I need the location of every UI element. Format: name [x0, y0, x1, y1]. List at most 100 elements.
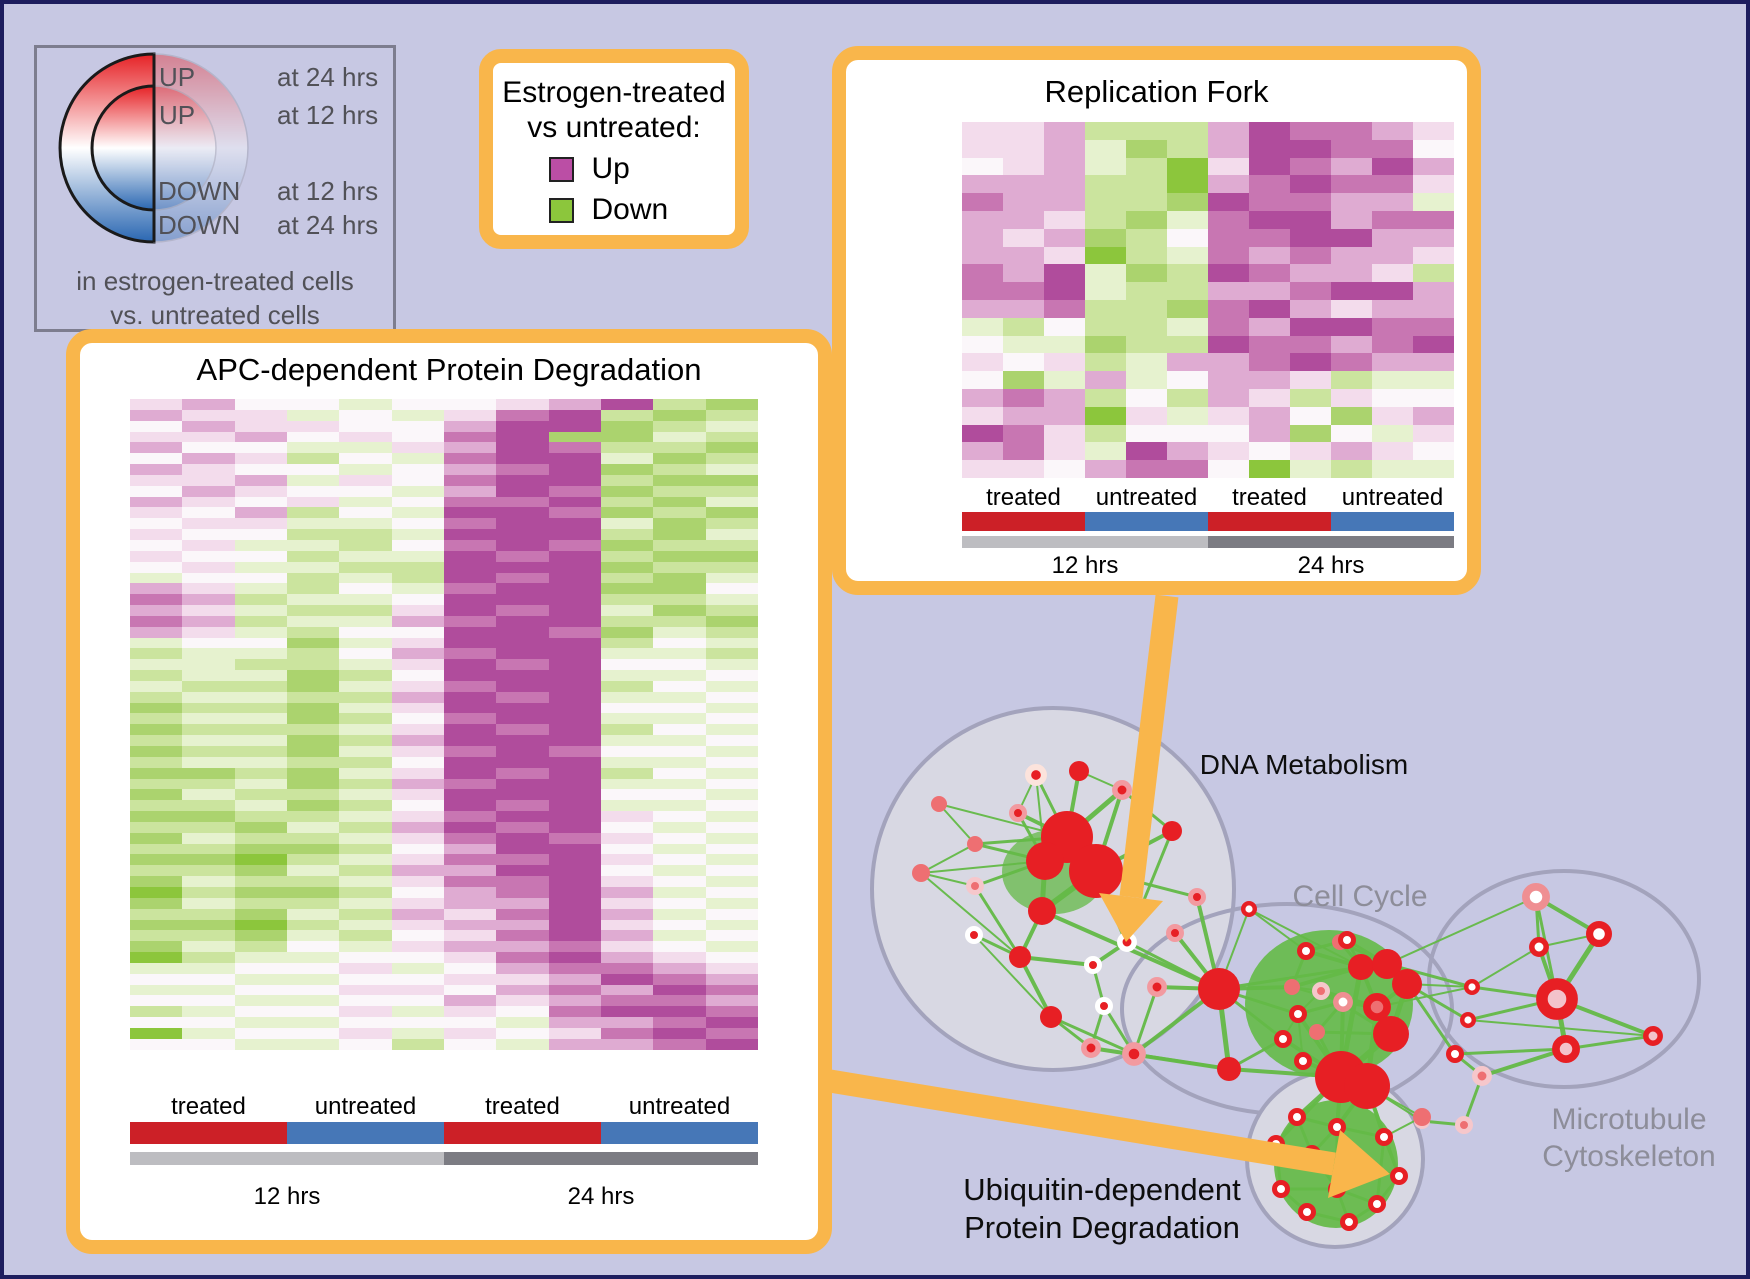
heatmap-cell — [496, 908, 549, 920]
heatmap-cell — [653, 995, 706, 1007]
heatmap-cell — [286, 908, 340, 920]
heatmap-cell — [1290, 317, 1331, 336]
heatmap-cell — [391, 550, 444, 562]
heatmap-cell — [443, 496, 497, 508]
heatmap-cell — [1126, 282, 1167, 300]
heatmap-cell — [1044, 317, 1085, 336]
network-edge — [1347, 1202, 1379, 1224]
heatmap-cell — [1249, 228, 1290, 247]
heatmap-cell — [1044, 282, 1085, 300]
heatmap-cell — [496, 995, 549, 1007]
heatmap-cell — [600, 518, 654, 530]
heatmap-cell — [653, 821, 706, 833]
heatmap-cell — [600, 865, 654, 877]
heatmap-cell — [443, 1017, 497, 1028]
heatmap-cell — [234, 778, 287, 790]
heatmap-cell — [1085, 442, 1126, 461]
condition-group-label: treated — [1232, 484, 1307, 511]
heatmap-cell — [391, 615, 444, 627]
heatmap-cell — [339, 691, 392, 703]
network-edge — [1315, 1030, 1343, 1079]
heatmap-cell — [182, 854, 235, 866]
heatmap-cell — [600, 637, 654, 649]
network-edge — [1315, 1000, 1345, 1034]
heatmap-cell — [443, 1038, 497, 1050]
heatmap-cell — [130, 670, 183, 681]
heatmap-cell — [496, 876, 549, 887]
heatmap-row — [962, 210, 1454, 229]
heatmap-cell — [1290, 175, 1331, 194]
network-node — [1368, 1195, 1386, 1213]
heatmap-cell — [600, 756, 654, 768]
network-edge — [1304, 938, 1349, 953]
heatmap-cell — [391, 507, 444, 519]
heatmap-cell — [1003, 210, 1044, 229]
heatmap-cell — [548, 821, 601, 833]
heatmap-cell — [705, 507, 758, 519]
heatmap-cell — [443, 409, 497, 421]
heatmap-cell — [1167, 371, 1208, 389]
heatmap-cell — [1249, 317, 1290, 336]
network-edge — [1018, 955, 1053, 1019]
heatmap-cell — [548, 800, 601, 812]
heatmap-cell — [130, 713, 183, 725]
heatmap-cell — [182, 778, 235, 790]
heatmap-row — [130, 637, 758, 649]
heatmap-cell — [548, 789, 601, 801]
heatmap-cell — [1167, 317, 1208, 336]
heatmap-cell — [443, 583, 497, 595]
heatmap-cell — [548, 670, 601, 681]
heatmap-cell — [286, 930, 340, 942]
network-edge — [1065, 769, 1081, 839]
heatmap-cell — [234, 821, 287, 833]
heatmap-cell — [1167, 122, 1208, 140]
heatmap-cell — [705, 800, 758, 812]
network-edge — [920, 860, 1046, 874]
heatmap-cell — [548, 659, 601, 671]
heatmap-cell — [130, 539, 183, 551]
heatmap-cell — [286, 529, 340, 540]
heatmap-cell — [600, 713, 654, 725]
heatmap-cell — [600, 984, 654, 996]
network-edge — [1279, 1187, 1309, 1214]
heatmap-cell — [705, 973, 758, 985]
heatmap-cell — [339, 550, 392, 562]
heatmap-row — [130, 626, 758, 638]
heatmap-cell — [182, 626, 235, 638]
network-edge — [1471, 946, 1540, 988]
network-edge — [920, 872, 976, 887]
heatmap-cell — [548, 605, 601, 616]
heatmap-cell — [548, 485, 601, 497]
network-edge — [1339, 1000, 1345, 1079]
heatmap-cell — [130, 800, 183, 812]
heatmap-cell — [496, 615, 549, 627]
heatmap-cell — [653, 1038, 706, 1050]
heatmap-cell — [1208, 335, 1249, 354]
heatmap-cell — [1413, 353, 1454, 372]
apc-degradation-panel: APC-dependent Protein Degradation treate… — [66, 329, 832, 1254]
rf-time-bars — [962, 536, 1454, 548]
heatmap-cell — [182, 518, 235, 530]
heatmap-cell — [1003, 157, 1044, 176]
inner-ring-right-half — [153, 85, 217, 211]
heatmap-cell — [496, 550, 549, 562]
heatmap-cell — [182, 529, 235, 540]
network-edge — [1040, 909, 1221, 991]
heatmap-cell — [286, 919, 340, 931]
heatmap-cell — [391, 735, 444, 746]
heatmap-cell — [234, 1027, 287, 1039]
heatmap-cell — [391, 854, 444, 866]
heatmap-cell — [443, 615, 497, 627]
heatmap-cell — [548, 746, 601, 757]
heatmap-cell — [286, 518, 340, 530]
heatmap-cell — [130, 702, 183, 714]
heatmap-cell — [600, 789, 654, 801]
heatmap-cell — [600, 800, 654, 812]
heatmap-cell — [286, 572, 340, 584]
heatmap-cell — [1003, 264, 1044, 283]
heatmap-cell — [1249, 157, 1290, 176]
heatmap-cell — [600, 854, 654, 866]
heatmap-cell — [705, 572, 758, 584]
heatmap-cell — [653, 800, 706, 812]
heatmap-row — [130, 431, 758, 443]
